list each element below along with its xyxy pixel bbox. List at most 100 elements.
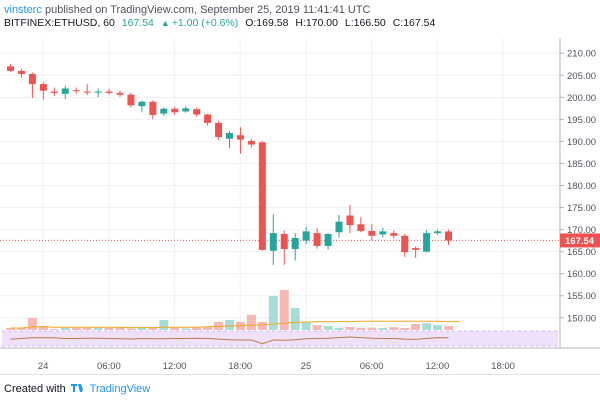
x-tick-label: 12:00 [425,361,449,372]
volume-bar [290,308,300,330]
oscillator-line [10,336,449,345]
change-value: +1.00 (+0.6%) [171,17,239,29]
candle-body[interactable] [269,233,277,251]
volume-bar [444,326,453,330]
candle-body[interactable] [313,233,321,246]
candle-body[interactable] [204,114,212,123]
candle-body[interactable] [236,135,244,140]
candle-body[interactable] [412,248,420,250]
publisher-link[interactable]: vinsterc [4,4,42,16]
x-tick-label: 18:00 [228,361,252,372]
x-tick-label: 25 [301,361,312,372]
candle-body[interactable] [302,231,310,241]
x-tick-label: 24 [38,361,49,372]
candle-body[interactable] [182,108,190,112]
high-value: H:170.00 [295,17,338,29]
volume-bar [411,324,421,330]
candle-body[interactable] [72,90,80,92]
footer: Created with TradingView [0,374,600,401]
last-price-label-text: 167.54 [565,236,595,247]
volume-bar [27,318,37,330]
y-tick-label: 170.00 [567,225,596,236]
volume-ma-line [10,320,460,329]
low-value: L:166.50 [344,17,386,29]
candle-body[interactable] [346,215,354,226]
candle-body[interactable] [390,233,398,236]
candle-body[interactable] [160,108,168,114]
last-price-label-bg [560,233,600,248]
candle-body[interactable] [357,224,365,231]
chart-area[interactable]: 150.00 155.00 160.00 165.00 170.00 175.00 180.… [0,38,600,374]
volume-bar [433,325,443,330]
symbol-info: BITFINEX:ETHUSD, 60 167.54 ▲ +1.00 (+0.6%… [4,17,439,29]
candle-body[interactable] [368,230,376,236]
candle-body[interactable] [138,101,146,107]
candle-body[interactable] [39,84,47,91]
volume-bar [422,323,432,330]
y-tick-label: 195.00 [567,115,596,126]
y-tick-label: 180.00 [567,181,596,192]
volume-bar [137,327,147,330]
candle-body[interactable] [94,91,102,93]
volume-bar [60,328,70,330]
volume-bar [159,320,169,330]
close-value: C:167.54 [392,17,436,29]
candle-body[interactable] [445,231,452,241]
volume-bar [104,328,114,330]
candle-body[interactable] [324,234,332,246]
candle-body[interactable] [280,234,288,249]
candle-body[interactable] [149,101,157,115]
candle-body[interactable] [50,91,58,93]
grid-lines [0,38,560,348]
volume-bar [367,327,377,330]
created-with[interactable]: Created with TradingView [4,383,150,395]
up-arrow-icon: ▲ [160,18,170,28]
candle-body[interactable] [434,231,442,234]
tradingview-logo-icon [70,384,85,392]
candle-body[interactable] [105,91,113,93]
volume-bar [389,327,399,330]
candle-body[interactable] [61,88,69,94]
candle-body[interactable] [258,142,266,250]
volume-bar [334,328,344,330]
candle-body[interactable] [116,92,124,95]
volume-bar [181,328,191,330]
x-tick-label: 06:00 [97,361,121,372]
volume-bar [323,326,333,330]
volume-bar [38,326,48,330]
volume-bar [279,290,289,330]
candle-body[interactable] [28,73,36,85]
candle-body[interactable] [215,122,223,137]
candle-body[interactable] [193,109,201,115]
candle-body[interactable] [83,91,91,93]
y-tick-label: 205.00 [567,71,596,82]
volume-bar [400,328,410,330]
y-tick-label: 165.00 [567,247,596,258]
candle-body[interactable] [127,94,135,106]
y-tick-label: 185.00 [567,159,596,170]
candles[interactable] [7,63,452,265]
volume-bar [378,328,388,330]
candle-body[interactable] [335,221,343,233]
created-with-text: Created with [4,383,66,395]
candle-body[interactable] [423,233,431,252]
candlestick-chart[interactable]: 150.00 155.00 160.00 165.00 170.00 175.00 180.… [0,38,600,374]
publish-info: vinsterc published on TradingView.com, S… [4,4,371,16]
candle-body[interactable] [226,133,233,139]
x-tick-label: 06:00 [360,361,384,372]
volume-bars [6,290,453,330]
candle-body[interactable] [291,237,299,249]
candle-body[interactable] [171,108,179,113]
candle-body[interactable] [379,231,387,235]
candle-body[interactable] [7,66,14,71]
candle-body[interactable] [247,140,255,145]
chart-header: vinsterc published on TradingView.com, S… [0,0,600,38]
x-axis-labels[interactable]: 24 06:00 12:00 18:00 25 06:00 12:00 18:00 [38,361,515,372]
published-text: published on TradingView.com, September … [44,4,371,16]
volume-bar [246,314,256,330]
volume-bar [268,296,278,330]
volume-bar [345,326,355,330]
candle-body[interactable] [401,235,409,253]
candle-body[interactable] [17,70,25,74]
y-axis-labels[interactable]: 150.00 155.00 160.00 165.00 170.00 175.00 180.… [560,49,596,325]
